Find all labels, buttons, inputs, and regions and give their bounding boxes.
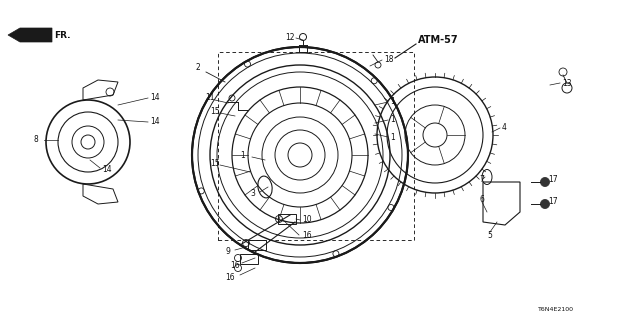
Text: 8: 8: [34, 135, 39, 145]
Text: 14: 14: [150, 117, 159, 126]
Text: 13: 13: [562, 78, 572, 87]
Text: 16: 16: [225, 274, 235, 283]
Text: 12: 12: [285, 34, 294, 43]
Text: 17: 17: [548, 197, 557, 206]
Text: FR.: FR.: [54, 30, 70, 39]
Text: 2: 2: [195, 63, 200, 73]
Polygon shape: [8, 28, 52, 42]
Text: 11: 11: [205, 93, 214, 102]
Text: 7: 7: [479, 175, 484, 185]
Text: 15: 15: [210, 108, 220, 116]
Text: 10: 10: [302, 215, 312, 225]
Text: 16: 16: [230, 260, 239, 269]
Text: 9: 9: [225, 247, 230, 257]
Text: 17: 17: [548, 175, 557, 185]
Text: ATM-57: ATM-57: [418, 35, 459, 45]
Text: 1: 1: [240, 150, 244, 159]
Text: 1: 1: [390, 132, 395, 141]
Text: 3: 3: [250, 189, 255, 198]
Text: 14: 14: [102, 165, 111, 174]
Text: 4: 4: [502, 124, 507, 132]
Text: 6: 6: [479, 196, 484, 204]
Circle shape: [541, 199, 550, 209]
Text: T6N4E2100: T6N4E2100: [538, 307, 574, 312]
Text: 18: 18: [384, 55, 394, 65]
Text: 16: 16: [302, 230, 312, 239]
Text: 14: 14: [150, 93, 159, 102]
Text: 5: 5: [487, 230, 492, 239]
Circle shape: [541, 178, 550, 187]
Text: 1: 1: [390, 98, 395, 107]
Text: 15: 15: [210, 158, 220, 167]
Text: 1: 1: [390, 116, 395, 124]
